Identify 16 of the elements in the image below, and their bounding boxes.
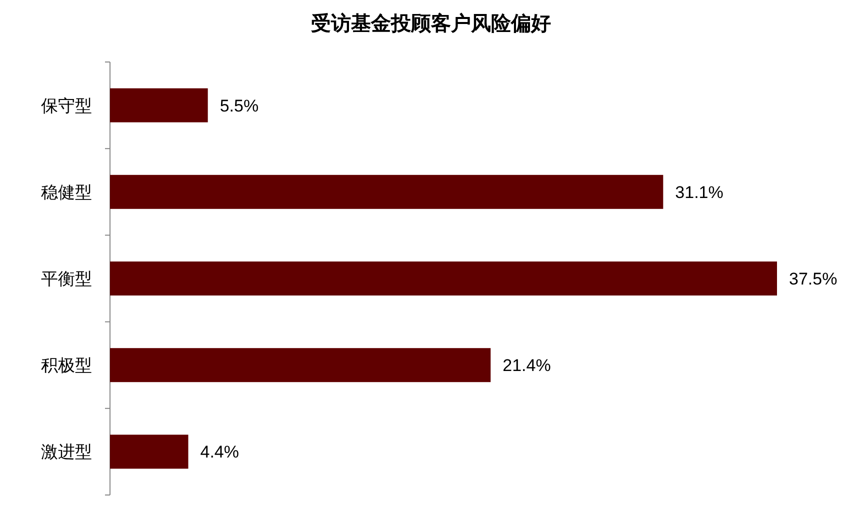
bar <box>110 174 664 209</box>
y-tick-label: 平衡型 <box>41 270 92 288</box>
bar <box>110 348 491 382</box>
y-tick-label: 激进型 <box>41 442 92 462</box>
y-tick-label: 稳健型 <box>41 182 92 202</box>
data-label: 31.1% <box>675 182 724 202</box>
bar <box>110 262 777 296</box>
y-tick-label: 保守型 <box>41 96 92 116</box>
data-label: 5.5% <box>220 96 259 116</box>
bar <box>110 88 208 122</box>
data-label: 4.4% <box>200 442 240 462</box>
chart-title: 受访基金投顾客户风险偏好 <box>311 12 551 35</box>
bar <box>110 434 188 469</box>
y-tick-label: 积极型 <box>41 356 92 376</box>
data-label: 37.5% <box>789 270 838 288</box>
data-label: 21.4% <box>502 356 551 376</box>
